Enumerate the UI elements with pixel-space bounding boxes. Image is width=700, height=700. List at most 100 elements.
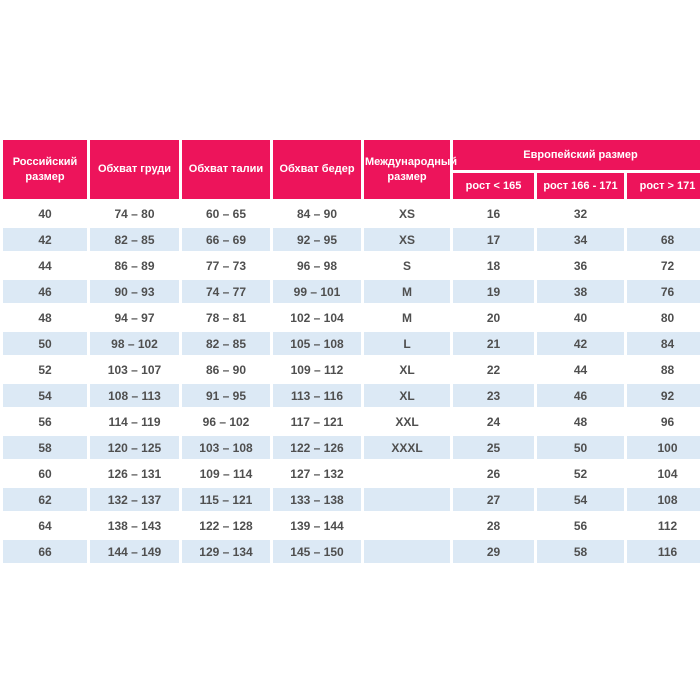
table-cell: 40 [3, 202, 87, 225]
table-cell: 133 – 138 [273, 488, 361, 511]
table-cell: 84 [627, 332, 700, 355]
table-cell: 27 [453, 488, 534, 511]
header-row-main: Российский размер Обхват груди Обхват та… [3, 140, 700, 199]
col-header-chest: Обхват груди [90, 140, 179, 199]
table-cell: 122 – 126 [273, 436, 361, 459]
size-chart-table: Российский размер Обхват груди Обхват та… [0, 137, 700, 566]
table-cell: 54 [3, 384, 87, 407]
table-cell: 96 – 98 [273, 254, 361, 277]
table-cell: M [364, 306, 450, 329]
table-cell: 25 [453, 436, 534, 459]
table-cell: 23 [453, 384, 534, 407]
table-cell: 32 [537, 202, 624, 225]
table-cell: XL [364, 384, 450, 407]
table-row: 66 144 – 149 129 – 134 145 – 150 29 58 116 [3, 540, 700, 563]
table-cell [364, 514, 450, 537]
table-cell: 108 – 113 [90, 384, 179, 407]
table-cell: 72 [627, 254, 700, 277]
col-header-hips: Обхват бедер [273, 140, 361, 199]
table-cell: 76 [627, 280, 700, 303]
table-cell: 62 [3, 488, 87, 511]
table-cell: 21 [453, 332, 534, 355]
table-cell: 126 – 131 [90, 462, 179, 485]
table-cell: 96 – 102 [182, 410, 270, 433]
table-cell: 68 [627, 228, 700, 251]
table-cell: 82 – 85 [90, 228, 179, 251]
table-row: 40 74 – 80 60 – 65 84 – 90 XS 16 32 [3, 202, 700, 225]
table-cell: 109 – 112 [273, 358, 361, 381]
table-row: 60 126 – 131 109 – 114 127 – 132 26 52 104 [3, 462, 700, 485]
table-cell: 103 – 107 [90, 358, 179, 381]
table-cell: 19 [453, 280, 534, 303]
table-cell: XXL [364, 410, 450, 433]
table-cell: 120 – 125 [90, 436, 179, 459]
table-cell: 77 – 73 [182, 254, 270, 277]
table-row: 64 138 – 143 122 – 128 139 – 144 28 56 112 [3, 514, 700, 537]
table-cell: 58 [3, 436, 87, 459]
table-cell: 44 [537, 358, 624, 381]
table-cell: 91 – 95 [182, 384, 270, 407]
table-cell: 66 [3, 540, 87, 563]
col-header-international-size: Международный размер [364, 140, 457, 199]
table-cell: 78 – 81 [182, 306, 270, 329]
table-cell: 104 [627, 462, 700, 485]
table-cell: 50 [537, 436, 624, 459]
table-cell: 56 [537, 514, 624, 537]
table-cell: 18 [453, 254, 534, 277]
table-cell: 108 [627, 488, 700, 511]
table-cell: 44 [3, 254, 87, 277]
table-cell: 60 [3, 462, 87, 485]
table-cell: 66 – 69 [182, 228, 270, 251]
table-cell: 96 [627, 410, 700, 433]
table-row: 50 98 – 102 82 – 85 105 – 108 L 21 42 84 [3, 332, 700, 355]
table-cell: 98 – 102 [90, 332, 179, 355]
table-cell: 139 – 144 [273, 514, 361, 537]
table-cell: 74 – 77 [182, 280, 270, 303]
table-cell: 113 – 116 [273, 384, 361, 407]
table-cell: L [364, 332, 450, 355]
table-cell: 115 – 121 [182, 488, 270, 511]
table-cell: 145 – 150 [273, 540, 361, 563]
table-cell: 42 [3, 228, 87, 251]
table-cell: 105 – 108 [273, 332, 361, 355]
col-header-european-size-group: Европейский размер [453, 140, 700, 170]
table-cell: 144 – 149 [90, 540, 179, 563]
table-row: 44 86 – 89 77 – 73 96 – 98 S 18 36 72 [3, 254, 700, 277]
table-cell: 60 – 65 [182, 202, 270, 225]
table-body: 40 74 – 80 60 – 65 84 – 90 XS 16 32 42 82 – 85 66… [3, 202, 700, 563]
table-cell: 86 – 90 [182, 358, 270, 381]
table-cell: 127 – 132 [273, 462, 361, 485]
table-row: 46 90 – 93 74 – 77 99 – 101 M 19 38 76 [3, 280, 700, 303]
table-cell: 58 [537, 540, 624, 563]
table-cell: 17 [453, 228, 534, 251]
col-header-height-166-171: рост 166 - 171 [537, 173, 624, 199]
table-header: Российский размер Обхват груди Обхват та… [3, 140, 700, 199]
table-cell: 38 [537, 280, 624, 303]
table-cell: 90 – 93 [90, 280, 179, 303]
table-row: 62 132 – 137 115 – 121 133 – 138 27 54 108 [3, 488, 700, 511]
table-cell [364, 462, 450, 485]
table-cell: 94 – 97 [90, 306, 179, 329]
table-cell: 102 – 104 [273, 306, 361, 329]
table-cell [627, 202, 700, 225]
header-row-heights: рост < 165 рост 166 - 171 рост > 171 [3, 173, 700, 199]
table-cell: 29 [453, 540, 534, 563]
table-cell: XL [364, 358, 450, 381]
col-header-height-gt-171: рост > 171 [627, 173, 700, 199]
table-row: 52 103 – 107 86 – 90 109 – 112 XL 22 44 88 [3, 358, 700, 381]
table-cell: 138 – 143 [90, 514, 179, 537]
table-cell: 92 [627, 384, 700, 407]
table-row: 48 94 – 97 78 – 81 102 – 104 M 20 40 80 [3, 306, 700, 329]
table-cell: 56 [3, 410, 87, 433]
table-cell: XS [364, 202, 450, 225]
table-cell: 92 – 95 [273, 228, 361, 251]
table-cell: 16 [453, 202, 534, 225]
table-cell: 112 [627, 514, 700, 537]
table-row: 54 108 – 113 91 – 95 113 – 116 XL 23 46 92 [3, 384, 700, 407]
col-header-height-lt-165: рост < 165 [453, 173, 534, 199]
table-row: 58 120 – 125 103 – 108 122 – 126 XXXL 25 50 100 [3, 436, 700, 459]
table-cell: 109 – 114 [182, 462, 270, 485]
table-cell [364, 488, 450, 511]
table-cell: 116 [627, 540, 700, 563]
table-cell: 24 [453, 410, 534, 433]
